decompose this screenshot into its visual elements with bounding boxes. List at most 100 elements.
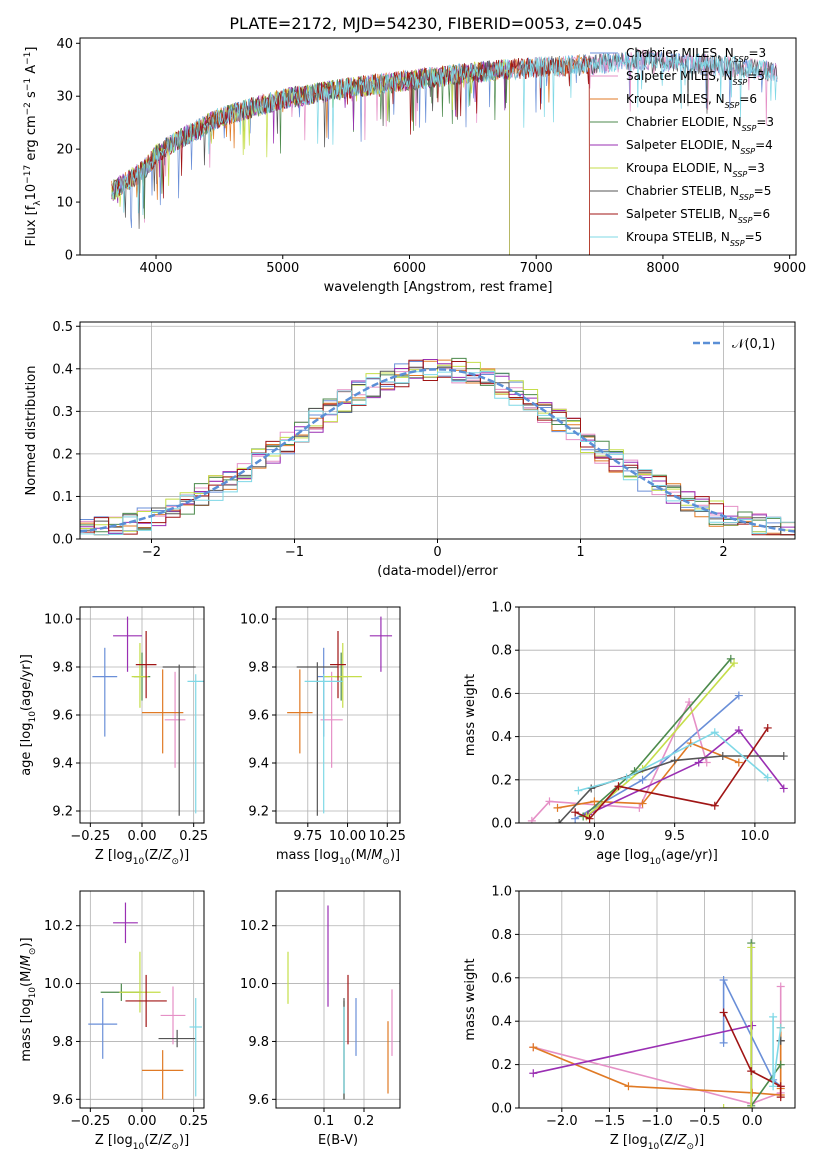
data-point-marker — [747, 1067, 756, 1076]
y-tick-label: 9.2 — [248, 805, 269, 820]
y-tick-label: 10 — [56, 196, 73, 211]
mass-weight-series — [578, 731, 769, 792]
y-tick-label: 0.8 — [491, 644, 512, 659]
data-point-marker — [776, 1036, 785, 1045]
x-tick-label: 7000 — [520, 261, 553, 276]
y-tick-label: 9.6 — [52, 1093, 73, 1108]
x-tick-label: −0.25 — [70, 1114, 110, 1129]
y-tick-label: 9.4 — [52, 757, 73, 772]
y-tick-label: 0.3 — [52, 405, 73, 420]
y-axis-label: mass weight — [463, 958, 478, 1040]
spectrum-series — [111, 56, 590, 255]
y-tick-label: 0.5 — [52, 320, 73, 335]
y-tick-label: 10.2 — [240, 919, 269, 934]
y-tick-label: 10.0 — [44, 613, 73, 628]
data-point-marker — [779, 784, 788, 793]
mass-weight-series — [533, 1024, 753, 1075]
y-tick-label: 9.8 — [52, 1035, 73, 1050]
y-tick-label: 0.4 — [52, 362, 73, 377]
x-axis-label: age [log10(age/yr)] — [596, 848, 718, 867]
data-point-marker — [763, 773, 772, 782]
data-point-marker — [694, 758, 703, 767]
x-tick-label: 0.25 — [179, 829, 208, 844]
y-tick-label: 10.0 — [240, 613, 269, 628]
x-tick-label: 1 — [576, 545, 584, 560]
x-tick-label: 0.2 — [354, 1114, 375, 1129]
y-tick-label: 1.0 — [491, 885, 512, 900]
x-tick-label: 0.1 — [314, 1114, 335, 1129]
y-tick-label: 0.4 — [491, 730, 512, 745]
legend-entry: Kroupa ELODIE, NSSP=3 — [626, 161, 765, 179]
mass-weight-series — [582, 658, 732, 818]
y-tick-label: 9.6 — [248, 709, 269, 724]
data-point-marker — [776, 1082, 785, 1091]
axes-residuals: −2 −1 0 1 2 0.0 0.1 0.2 0.3 0.4 0.5 (data-model)/er… — [24, 320, 796, 579]
x-tick-label: 10.25 — [369, 829, 406, 844]
y-axis-label: age [log10(age/yr)] — [19, 654, 38, 776]
y-tick-label: 0.0 — [52, 533, 73, 548]
mass-weight-series — [750, 943, 782, 1108]
data-point-marker — [710, 801, 719, 810]
data-point-marker — [702, 758, 711, 767]
data-point-marker — [776, 1023, 785, 1032]
axes-age_vs_mass: 9.75 10.00 10.25 9.2 9.4 9.6 9.8 10.0 mass [log1… — [240, 606, 406, 867]
data-point-marker — [776, 982, 785, 991]
x-tick-label: 9.75 — [293, 829, 322, 844]
data-point-marker — [622, 773, 631, 782]
legend-entry: Chabrier MILES, NSSP=3 — [626, 46, 766, 64]
data-point-marker — [574, 786, 583, 795]
y-tick-label: 20 — [56, 143, 73, 158]
y-tick-label: 0.4 — [491, 1015, 512, 1030]
y-tick-label: 0.1 — [52, 490, 73, 505]
histogram-series — [80, 366, 795, 539]
x-tick-label: 4000 — [139, 261, 172, 276]
x-tick-label: −1 — [285, 545, 304, 560]
x-tick-label: −2 — [142, 545, 161, 560]
data-point-marker — [776, 1060, 785, 1069]
data-point-marker — [748, 1088, 757, 1097]
y-tick-label: 0.2 — [491, 1058, 512, 1073]
x-axis-label: E(B-V) — [318, 1133, 358, 1148]
x-axis-label: mass [log10(M/M⊙)] — [276, 848, 400, 867]
y-tick-label: 9.8 — [52, 661, 73, 676]
data-point-marker — [719, 1104, 728, 1108]
x-tick-label: −2.0 — [546, 1114, 578, 1129]
y-tick-label: 0.0 — [491, 817, 512, 832]
x-tick-label: 9000 — [773, 261, 806, 276]
plot-area-residuals — [80, 357, 795, 539]
data-point-marker — [638, 775, 647, 784]
legend-entry: Chabrier STELIB, NSSP=5 — [626, 184, 771, 202]
data-point-marker — [719, 1008, 728, 1017]
data-point-marker — [769, 1012, 778, 1021]
y-axis-label: Normed distribution — [24, 366, 39, 496]
y-axis-label: Flux [fλ10−17 erg cm−2 s−1 A−1] — [23, 47, 43, 247]
x-tick-label: 0 — [433, 545, 441, 560]
mass-weight-series — [722, 1012, 782, 1098]
x-tick-label: 5000 — [266, 261, 299, 276]
histogram-series — [80, 370, 795, 539]
x-tick-label: 2 — [719, 545, 727, 560]
axes-age_vs_Z: −0.25 0.00 0.25 9.2 9.4 9.6 9.8 10.0 Z [log10(Z/… — [19, 606, 208, 867]
x-tick-label: 0.25 — [179, 1114, 208, 1129]
x-tick-label: 0.00 — [128, 829, 157, 844]
data-point-marker — [590, 797, 599, 806]
data-point-marker — [776, 1093, 785, 1102]
y-tick-label: 0.0 — [491, 1102, 512, 1117]
legend-entry: Salpeter MILES, NSSP=5 — [626, 69, 765, 87]
x-axis-label: Z [log10(Z/Z⊙)] — [95, 848, 189, 867]
y-tick-label: 9.8 — [248, 661, 269, 676]
data-point-marker — [747, 1104, 756, 1108]
data-point-marker — [779, 752, 788, 761]
data-point-marker — [734, 726, 743, 735]
x-tick-label: −0.25 — [70, 829, 110, 844]
plot-area-mass_vs_ebv — [287, 905, 393, 1100]
data-point-marker — [527, 816, 536, 823]
legend-entry: Kroupa MILES, NSSP=6 — [626, 92, 757, 110]
data-point-marker — [553, 803, 562, 812]
y-tick-label: 30 — [56, 90, 73, 105]
x-tick-label: 0.0 — [742, 1114, 763, 1129]
data-point-marker — [614, 782, 623, 791]
y-tick-label: 9.2 — [52, 805, 73, 820]
data-point-marker — [670, 756, 679, 765]
